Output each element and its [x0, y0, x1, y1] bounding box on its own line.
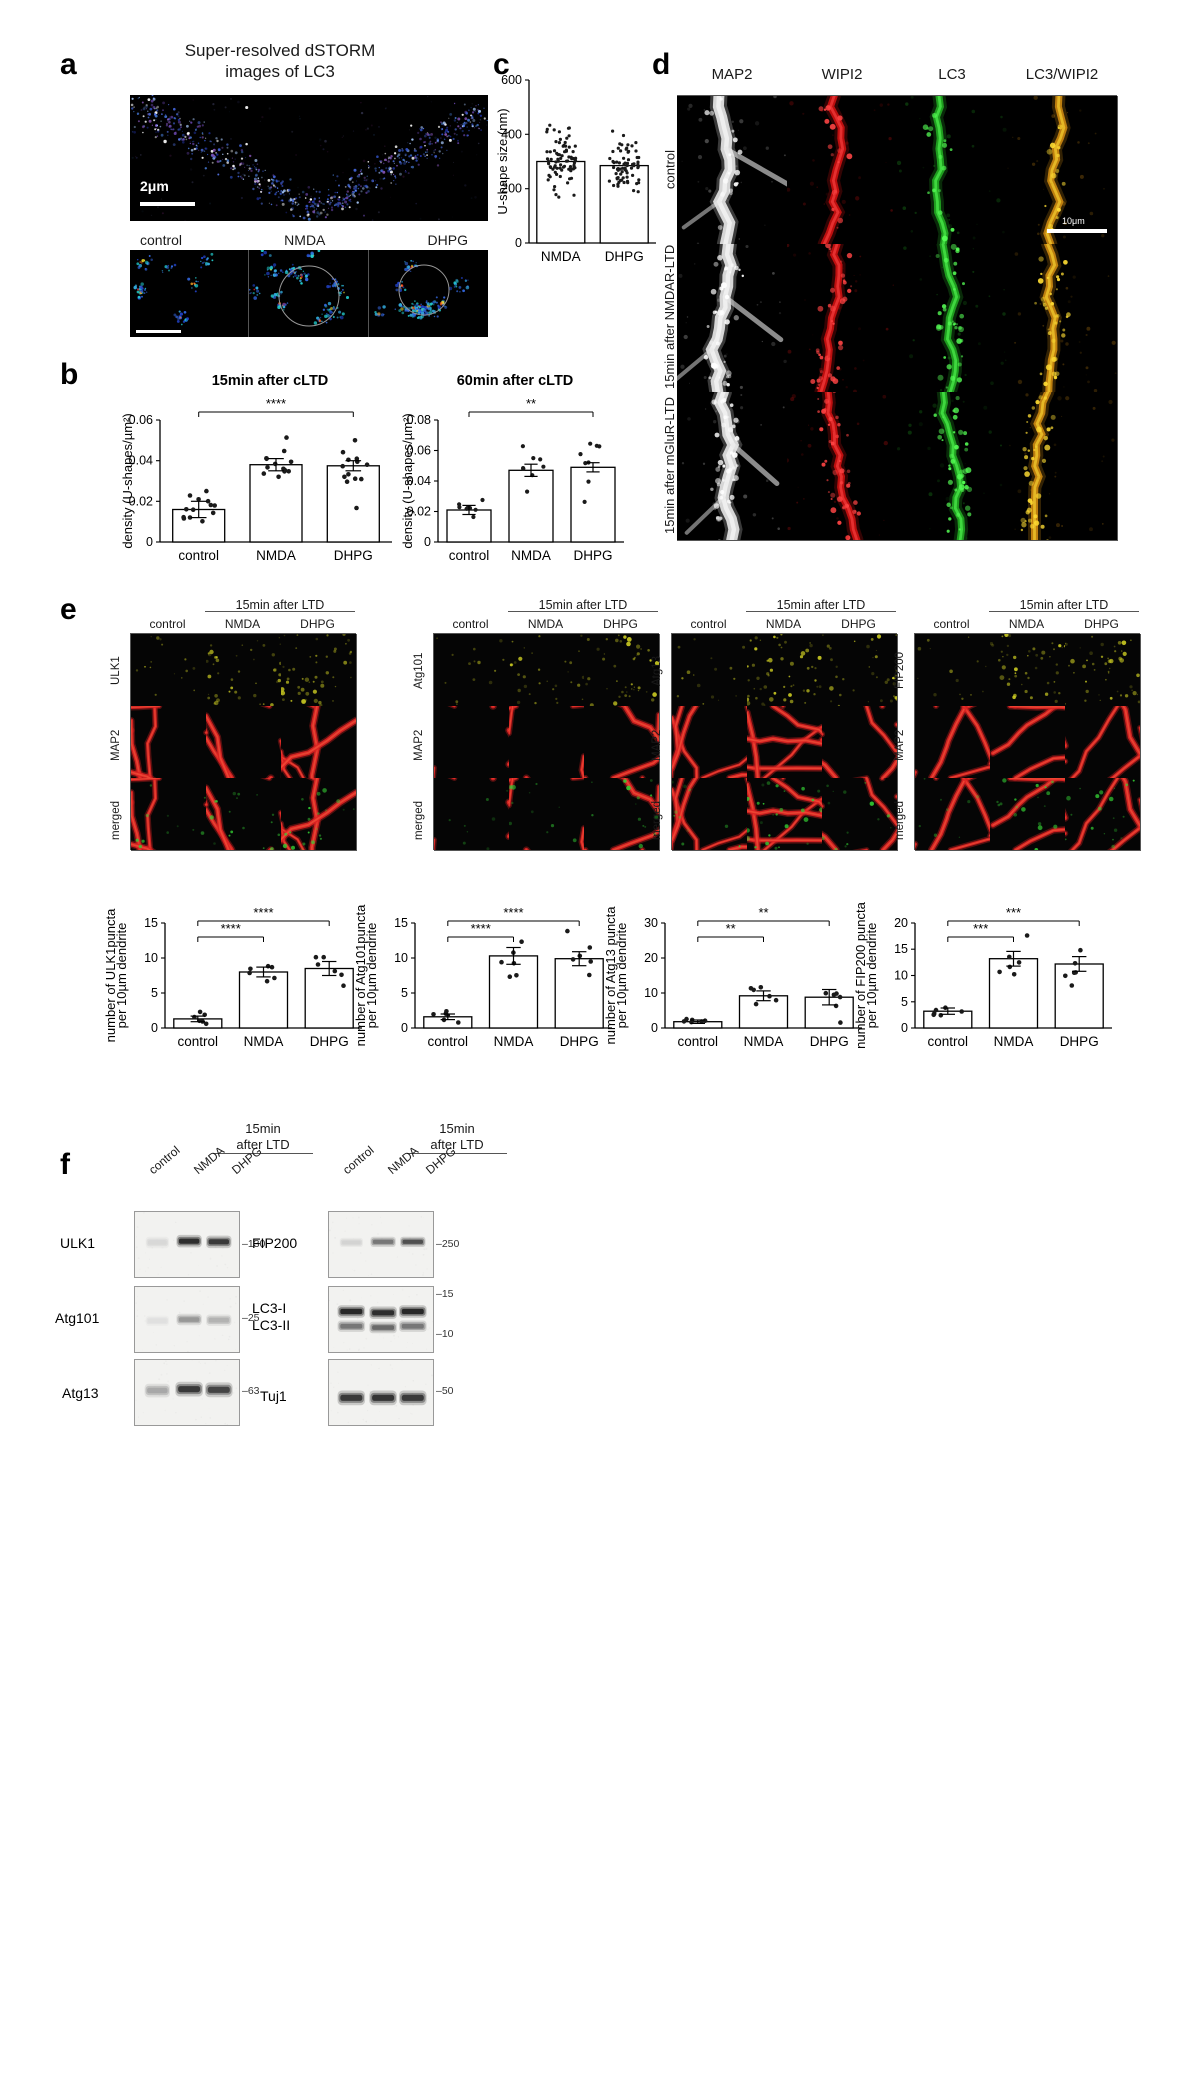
svg-text:control: control: [678, 1034, 719, 1049]
svg-text:****: ****: [503, 905, 523, 920]
svg-text:density (U-shapes/µm²): density (U-shapes/µm²): [120, 413, 135, 548]
svg-text:10μm: 10μm: [1062, 216, 1085, 226]
svg-text:0: 0: [401, 1021, 408, 1035]
svg-text:0: 0: [515, 236, 522, 250]
svg-text:0: 0: [146, 535, 153, 549]
svg-text:NMDA: NMDA: [994, 1034, 1034, 1049]
svg-text:***: ***: [1006, 905, 1021, 920]
svg-text:**: **: [726, 921, 736, 936]
svg-text:0: 0: [151, 1021, 158, 1035]
svg-text:10: 10: [894, 969, 908, 983]
svg-text:5: 5: [901, 995, 908, 1009]
svg-text:control: control: [428, 1034, 469, 1049]
svg-text:NMDA: NMDA: [244, 1034, 284, 1049]
svg-text:NMDA: NMDA: [541, 249, 581, 264]
svg-text:****: ****: [471, 921, 491, 936]
svg-text:DHPG: DHPG: [560, 1034, 599, 1049]
svg-text:control: control: [928, 1034, 969, 1049]
svg-text:10: 10: [394, 951, 408, 965]
svg-text:DHPG: DHPG: [605, 249, 644, 264]
svg-text:DHPG: DHPG: [573, 548, 612, 563]
svg-text:30: 30: [644, 916, 658, 930]
svg-text:15: 15: [894, 942, 908, 956]
svg-text:****: ****: [266, 396, 286, 411]
svg-text:5: 5: [401, 986, 408, 1000]
svg-text:600: 600: [501, 73, 522, 87]
svg-text:0: 0: [651, 1021, 658, 1035]
svg-text:20: 20: [894, 916, 908, 930]
svg-text:NMDA: NMDA: [744, 1034, 784, 1049]
svg-text:NMDA: NMDA: [511, 548, 551, 563]
svg-text:DHPG: DHPG: [310, 1034, 349, 1049]
svg-text:0: 0: [424, 535, 431, 549]
svg-text:5: 5: [151, 986, 158, 1000]
svg-text:per 10µm dendrite: per 10µm dendrite: [364, 923, 379, 1029]
svg-text:control: control: [178, 1034, 219, 1049]
svg-text:15: 15: [144, 916, 158, 930]
svg-text:****: ****: [253, 905, 273, 920]
svg-text:****: ****: [221, 921, 241, 936]
svg-text:density (U-shapes/µm²): density (U-shapes/µm²): [400, 413, 415, 548]
svg-text:**: **: [758, 905, 768, 920]
svg-text:***: ***: [973, 921, 988, 936]
svg-text:per 10µm dendrite: per 10µm dendrite: [114, 923, 129, 1029]
svg-text:10: 10: [144, 951, 158, 965]
svg-text:U-shape size (nm): U-shape size (nm): [495, 108, 510, 214]
svg-text:per 10µm dendrite: per 10µm dendrite: [864, 923, 879, 1029]
svg-text:20: 20: [644, 951, 658, 965]
svg-text:NMDA: NMDA: [256, 548, 296, 563]
svg-text:control: control: [449, 548, 490, 563]
svg-text:10: 10: [644, 986, 658, 1000]
svg-text:DHPG: DHPG: [334, 548, 373, 563]
svg-text:**: **: [526, 396, 536, 411]
svg-text:DHPG: DHPG: [810, 1034, 849, 1049]
svg-text:DHPG: DHPG: [1060, 1034, 1099, 1049]
svg-text:per 10µm dendrite: per 10µm dendrite: [614, 923, 629, 1029]
svg-text:15: 15: [394, 916, 408, 930]
svg-text:0: 0: [901, 1021, 908, 1035]
svg-text:control: control: [178, 548, 219, 563]
svg-text:NMDA: NMDA: [494, 1034, 534, 1049]
